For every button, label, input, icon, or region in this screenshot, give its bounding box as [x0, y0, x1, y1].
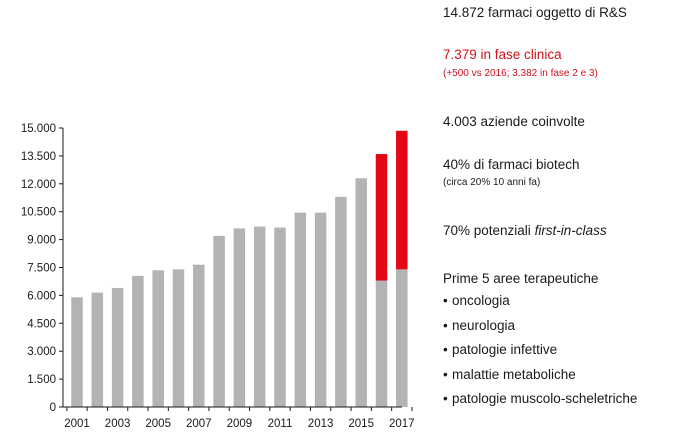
stat-biotech: 40% di farmaci biotech	[443, 157, 580, 172]
x-tick-label: 2017	[389, 418, 415, 430]
bar-gray-2007	[193, 264, 205, 407]
area-item: • neurologia	[443, 318, 637, 343]
bullet-icon: •	[443, 366, 448, 382]
y-tick-label: 10.500	[21, 207, 56, 219]
bar-gray-2016	[375, 280, 388, 407]
bullet-icon: •	[443, 293, 448, 308]
x-tick-label: 2007	[186, 418, 212, 430]
area-label: patologie muscolo-scheletriche	[452, 391, 638, 406]
y-tick-label: 12.000	[21, 179, 56, 191]
bar-gray-2003	[111, 287, 124, 407]
bar-gray-2011	[274, 227, 286, 407]
axes-layer: 0 1.500 3.000 4.500 6.000 7.500 9.000 10.500 12.…	[21, 123, 415, 430]
areas-list: • oncologia • neurologia • patologie infettiv…	[443, 293, 637, 416]
area-label: oncologia	[452, 293, 510, 308]
bar-gray-2001	[71, 297, 83, 407]
bar-gray-2009	[233, 228, 246, 407]
area-label: malattie metaboliche	[452, 366, 576, 382]
bar-red-2016	[375, 154, 388, 281]
x-tick-label: 2003	[105, 418, 131, 430]
stat-first-in-class: 70% potenziali first-in-class	[443, 223, 607, 239]
bar-gray-2008	[213, 235, 225, 407]
first-in-class-em: first-in-class	[534, 223, 607, 238]
y-tick-label: 1.500	[27, 374, 56, 386]
bar-red-2017	[396, 130, 408, 270]
area-item: • patologie muscolo-scheletriche	[443, 391, 637, 416]
bullet-icon: •	[443, 317, 448, 333]
bullet-icon: •	[443, 342, 448, 357]
x-tick-label: 2001	[64, 418, 90, 430]
stat-clinical-note: (+500 vs 2016; 3.382 in fase 2 e 3)	[443, 68, 598, 79]
y-tick-label: 15.000	[21, 123, 56, 135]
bars-layer	[71, 130, 408, 407]
x-tick-label: 2009	[227, 418, 253, 430]
bar-chart: 0 1.500 3.000 4.500 6.000 7.500 9.000 10.500 12.…	[21, 123, 415, 430]
bar-gray-2013	[314, 212, 327, 407]
area-item: • malattie metaboliche	[443, 367, 637, 392]
area-item: • patologie infettive	[443, 342, 637, 367]
bar-gray-2010	[253, 226, 266, 407]
bar-gray-2005	[152, 270, 164, 407]
bar-gray-2002	[91, 292, 104, 407]
bar-gray-2012	[294, 212, 307, 407]
bar-gray-2004	[132, 275, 144, 407]
area-label: patologie infettive	[452, 342, 558, 357]
y-tick-label: 4.500	[27, 318, 56, 330]
areas-title: Prime 5 aree terapeutiche	[443, 271, 599, 286]
bar-gray-2017	[396, 269, 408, 407]
first-in-class-prefix: 70% potenziali	[443, 223, 535, 238]
x-tick-label: 2011	[268, 418, 293, 430]
x-tick-label: 2015	[348, 418, 374, 430]
area-label: neurologia	[452, 317, 516, 333]
stat-companies: 4.003 aziende coinvolte	[443, 114, 585, 129]
y-tick-label: 7.500	[27, 263, 56, 275]
stat-total: 14.872 farmaci oggetto di R&S	[443, 5, 627, 20]
y-tick-label: 9.000	[27, 235, 56, 247]
bar-gray-2015	[355, 178, 367, 407]
stat-biotech-note: (circa 20% 10 anni fa)	[443, 177, 541, 188]
area-item: • oncologia	[443, 293, 637, 318]
bar-gray-2014	[335, 196, 347, 407]
x-tick-label: 2013	[308, 418, 334, 430]
stat-clinical: 7.379 in fase clinica	[443, 47, 562, 62]
bullet-icon: •	[443, 391, 448, 406]
therapeutic-areas: Prime 5 aree terapeutiche • oncologia • neu…	[443, 271, 637, 416]
y-tick-label: 6.000	[27, 290, 56, 302]
y-tick-label: 3.000	[27, 346, 56, 358]
bar-gray-2006	[172, 269, 185, 407]
y-tick-label: 13.500	[21, 151, 56, 163]
y-tick-label: 0	[50, 402, 56, 414]
x-tick-label: 2005	[145, 418, 171, 430]
